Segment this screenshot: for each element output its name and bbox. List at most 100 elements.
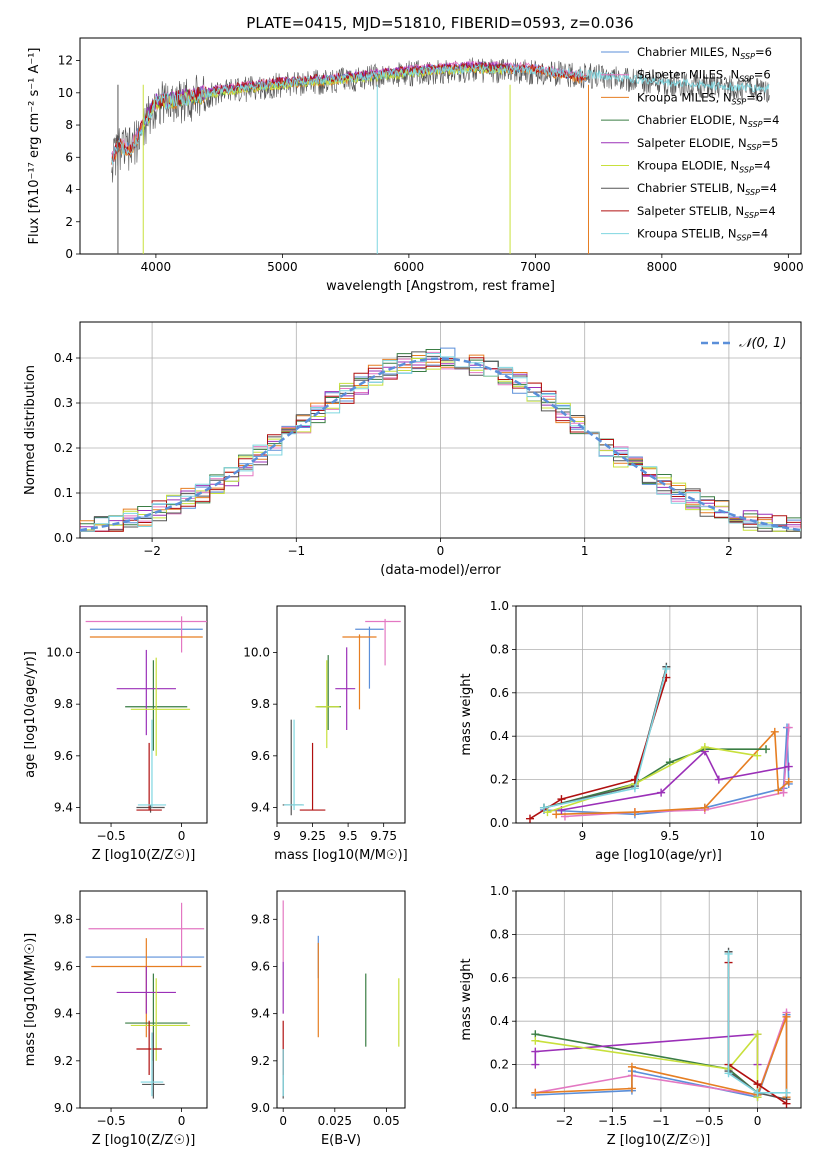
y-tick-label: 9.8: [251, 697, 270, 711]
x-tick-label: 7000: [520, 260, 551, 274]
legend-subscript: SSP: [740, 52, 755, 61]
errorbars: [85, 902, 205, 1099]
y-tick-label: 9.0: [251, 1101, 270, 1115]
y-tick-label: 9.6: [54, 959, 73, 973]
y-tick-label: 8: [65, 118, 73, 132]
legend-subscript: SSP: [747, 143, 762, 152]
legend-label-part: Salpeter MILES, N: [637, 68, 739, 82]
y-tick-label: 0.6: [490, 686, 509, 700]
x-tick-label: 9000: [773, 260, 804, 274]
x-tick-label: 0: [178, 1114, 186, 1128]
x-tick-label: 8000: [647, 260, 678, 274]
weight-marker: [770, 727, 779, 736]
gaussian-curve: [80, 357, 801, 532]
legend-label-part: =5: [761, 136, 778, 150]
y-tick-label: 9.6: [54, 749, 73, 763]
x-tick-label: −2: [143, 544, 161, 558]
legend-label: Salpeter MILES, NSSP=6: [637, 68, 771, 84]
x-tick-label: 0: [178, 829, 186, 843]
x-tick-label: 0: [754, 1114, 762, 1128]
legend-subscript: SSP: [739, 166, 754, 175]
y-tick-label: 10.0: [46, 646, 73, 660]
y-tick-label: 0.8: [490, 642, 509, 656]
y-tick-label: 0.3: [54, 396, 73, 410]
legend-label: Chabrier ELODIE, NSSP=4: [637, 113, 779, 129]
axes-frame: [276, 890, 406, 1109]
y-tick-label: 9.0: [54, 1101, 73, 1115]
y-tick-label: 9.8: [251, 912, 270, 926]
weight-marker: [630, 808, 639, 817]
legend-subscript: SSP: [732, 97, 747, 106]
x-axis-label: E(B-V): [321, 1133, 361, 1148]
x-axis-label: mass [log10(M/M☉)]: [274, 848, 407, 863]
legend-label-part: Salpeter STELIB, N: [637, 204, 744, 218]
mass_vs_EBV-panel: 0 0.025 0.05 9.0 9.2 9.4 9.6 9.8 E(B-V): [251, 890, 406, 1148]
weight-series-line: [727, 953, 787, 1094]
y-tick-label: 0.6: [490, 971, 509, 985]
legend-subscript: SSP: [745, 188, 760, 197]
legend-label: Chabrier STELIB, NSSP=4: [637, 181, 777, 197]
legend-label-part: =4: [754, 159, 771, 173]
y-tick-label: 9.4: [251, 1007, 270, 1021]
legend-label-part: Chabrier ELODIE, N: [637, 113, 748, 127]
y-axis-label: mass [log10(M/M☉)]: [23, 933, 38, 1066]
y-tick-label: 12: [58, 54, 73, 68]
weight-marker: [627, 1084, 636, 1093]
weight-marker: [724, 1069, 733, 1078]
age_vs_Z-panel: −0.5 0 9.4 9.6 9.8 10.0 Z [log10(Z/Z☉)] age [lo…: [23, 605, 208, 863]
legend-label-part: =6: [746, 90, 763, 104]
weight-marker: [784, 762, 793, 771]
x-axis-label: wavelength [Angstrom, rest frame]: [326, 279, 555, 294]
axes-frame: [79, 605, 208, 824]
spectrum-panel: 4000 5000 6000 7000 8000 9000 0 2 4 6 8 10 12 wavelen…: [27, 37, 804, 294]
y-tick-label: 9.6: [251, 749, 270, 763]
y-tick-label: 1.0: [490, 599, 509, 613]
y-tick-label: 9.8: [54, 697, 73, 711]
residual-histograms: [80, 347, 801, 532]
y-axis-label: Normed distribution: [23, 365, 38, 495]
weight-marker: [539, 803, 548, 812]
weight-marker: [531, 1060, 540, 1069]
legend-label: Kroupa STELIB, NSSP=4: [637, 227, 768, 243]
legend-label-part: Kroupa STELIB, N: [637, 227, 737, 241]
weight-marker: [531, 1047, 540, 1056]
figure-title: PLATE=0415, MJD=51810, FIBERID=0593, z=0…: [246, 14, 633, 32]
x-tick-label: 9: [273, 829, 281, 843]
y-tick-label: 9.8: [54, 912, 73, 926]
weight-marker: [531, 1088, 540, 1097]
legend-label-part: Salpeter ELODIE, N: [637, 136, 747, 150]
y-axis-label: mass weight: [459, 958, 474, 1040]
y-tick-label: 9.6: [251, 959, 270, 973]
axes-frame: [276, 605, 406, 824]
axes-frame: [79, 890, 208, 1109]
y-tick-label: 0.4: [490, 729, 509, 743]
weight-marker: [552, 810, 561, 819]
weight-marker: [753, 751, 762, 760]
weight-marker: [557, 795, 566, 804]
legend-label-part: Chabrier MILES, N: [637, 45, 740, 59]
x-tick-label: −0.5: [96, 829, 125, 843]
axes-frame: [79, 321, 802, 539]
mass_weight_vs_age-panel: 9 9.5 10 0.0 0.2 0.4 0.6 0.8 1.0 age [log10(age/y…: [459, 599, 802, 863]
weight-marker: [779, 788, 788, 797]
weight-marker: [774, 786, 783, 795]
weight-marker: [762, 745, 771, 754]
x-tick-label: 0.025: [318, 1114, 352, 1128]
x-tick-label: 5000: [267, 260, 298, 274]
y-axis-label: mass weight: [459, 673, 474, 755]
weight-marker: [782, 1088, 791, 1097]
legend-label-part: =4: [760, 181, 777, 195]
y-tick-label: 10.0: [243, 646, 270, 660]
y-tick-label: 0.4: [54, 351, 73, 365]
y-tick-label: 9.4: [54, 1007, 73, 1021]
axes-frame: [79, 37, 802, 255]
x-tick-label: 9: [579, 829, 587, 843]
mass_vs_Z-panel: −0.5 0 9.0 9.2 9.4 9.6 9.8 Z [log10(Z/Z☉)] mass …: [23, 890, 208, 1148]
legend-label-part: =4: [759, 204, 776, 218]
weight-marker: [784, 777, 793, 786]
x-tick-label: 9.75: [370, 829, 397, 843]
y-tick-label: 4: [65, 183, 73, 197]
weight-marker: [714, 775, 723, 784]
legend-label: 𝒩(0, 1): [739, 336, 786, 351]
legend-label-part: =4: [751, 227, 768, 241]
